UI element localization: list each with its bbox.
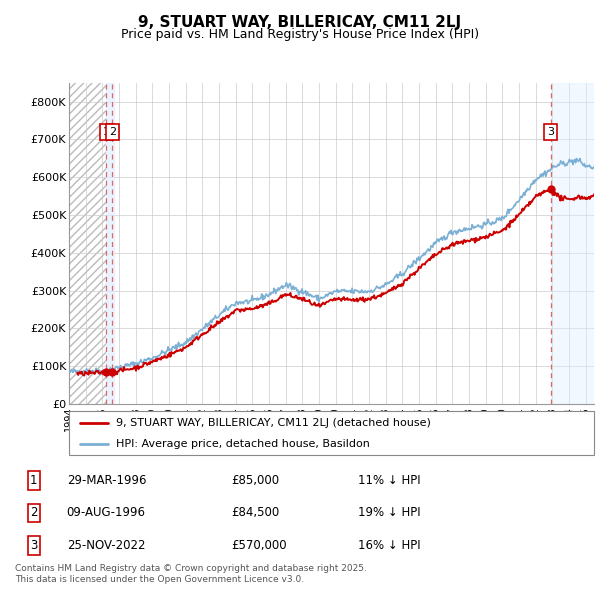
Text: 16% ↓ HPI: 16% ↓ HPI — [358, 539, 420, 552]
Text: £84,500: £84,500 — [231, 506, 279, 519]
Text: Price paid vs. HM Land Registry's House Price Index (HPI): Price paid vs. HM Land Registry's House … — [121, 28, 479, 41]
Text: 09-AUG-1996: 09-AUG-1996 — [67, 506, 146, 519]
Text: 29-MAR-1996: 29-MAR-1996 — [67, 474, 146, 487]
Text: 1: 1 — [103, 127, 110, 137]
Text: 19% ↓ HPI: 19% ↓ HPI — [358, 506, 420, 519]
Bar — [551, 83, 594, 404]
Text: 9, STUART WAY, BILLERICAY, CM11 2LJ: 9, STUART WAY, BILLERICAY, CM11 2LJ — [139, 15, 461, 30]
Bar — [69, 83, 106, 404]
Text: 1: 1 — [30, 474, 38, 487]
Text: 2: 2 — [30, 506, 38, 519]
Text: 9, STUART WAY, BILLERICAY, CM11 2LJ (detached house): 9, STUART WAY, BILLERICAY, CM11 2LJ (det… — [116, 418, 431, 428]
Text: HPI: Average price, detached house, Basildon: HPI: Average price, detached house, Basi… — [116, 438, 370, 448]
Bar — [106, 83, 114, 404]
Text: £85,000: £85,000 — [231, 474, 279, 487]
Text: 25-NOV-2022: 25-NOV-2022 — [67, 539, 145, 552]
Text: 11% ↓ HPI: 11% ↓ HPI — [358, 474, 420, 487]
Text: £570,000: £570,000 — [231, 539, 287, 552]
Text: This data is licensed under the Open Government Licence v3.0.: This data is licensed under the Open Gov… — [15, 575, 304, 584]
Text: Contains HM Land Registry data © Crown copyright and database right 2025.: Contains HM Land Registry data © Crown c… — [15, 564, 367, 573]
Text: 3: 3 — [30, 539, 38, 552]
Text: 3: 3 — [547, 127, 554, 137]
Text: 2: 2 — [109, 127, 116, 137]
Bar — [69, 83, 106, 404]
FancyBboxPatch shape — [69, 411, 594, 455]
